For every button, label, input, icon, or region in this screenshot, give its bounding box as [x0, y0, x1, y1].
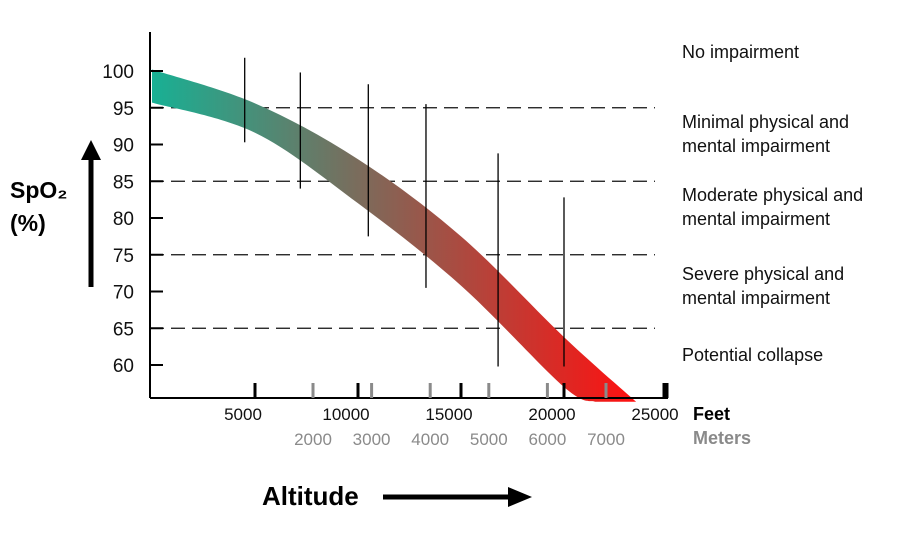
y-tick-label-100: 100: [102, 62, 134, 83]
zone-label-2-line2: mental impairment: [682, 136, 830, 156]
zone-label-3-line1: Moderate physical and: [682, 185, 863, 205]
x-ticks: 5000 10000 15000 20000 25000 2000 3000 4000 5000…: [224, 383, 679, 449]
x-axis-meters-name: Meters: [693, 428, 751, 448]
meter-tick-label-5000: 5000: [470, 430, 508, 449]
zone-label-2-line1: Minimal physical and: [682, 112, 849, 132]
zone-labels: No impairment Minimal physical and mental …: [682, 42, 863, 365]
y-tick-label-75: 75: [113, 246, 134, 267]
zone-label-4-line1: Severe physical and: [682, 264, 844, 284]
error-bars: [244, 57, 565, 367]
zone-label-3-line2: mental impairment: [682, 209, 830, 229]
meter-tick-label-3000: 3000: [353, 430, 391, 449]
spo2-band: [152, 69, 637, 402]
y-ticks: 100 95 90 85 80 75 70 65 60: [102, 62, 163, 377]
zone-label-1: No impairment: [682, 42, 799, 62]
y-tick-label-80: 80: [113, 209, 134, 230]
y-axis-label-line1: SpO₂: [10, 177, 68, 203]
x-axis-feet-name: Feet: [693, 404, 730, 424]
x-axis-label: Altitude: [262, 481, 359, 511]
meter-tick-label-4000: 4000: [411, 430, 449, 449]
y-axis-arrow: [81, 140, 101, 287]
feet-tick-label-25000: 25000: [631, 405, 678, 424]
y-tick-label-65: 65: [113, 319, 134, 340]
x-axis-arrow: [383, 487, 532, 507]
threshold-lines: [150, 107, 655, 329]
feet-tick-label-20000: 20000: [528, 405, 575, 424]
meter-tick-label-7000: 7000: [587, 430, 625, 449]
y-tick-label-70: 70: [113, 283, 134, 304]
feet-tick-label-10000: 10000: [322, 405, 369, 424]
y-tick-label-90: 90: [113, 136, 134, 157]
meter-tick-label-2000: 2000: [294, 430, 332, 449]
meter-tick-label-6000: 6000: [528, 430, 566, 449]
feet-tick-label-15000: 15000: [425, 405, 472, 424]
y-tick-label-85: 85: [113, 172, 134, 193]
zone-label-5: Potential collapse: [682, 345, 823, 365]
y-tick-label-95: 95: [113, 99, 134, 120]
feet-tick-label-5000: 5000: [224, 405, 262, 424]
y-axis-label-line2: (%): [10, 210, 46, 236]
y-tick-label-60: 60: [113, 356, 134, 377]
zone-label-4-line2: mental impairment: [682, 288, 830, 308]
